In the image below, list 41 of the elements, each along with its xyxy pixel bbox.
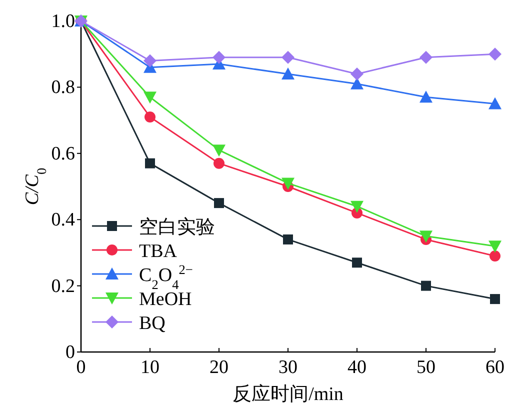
point [420,50,432,64]
legend-label: 空白实验 [139,216,215,238]
point [490,294,500,304]
point [282,50,294,64]
point [214,198,224,208]
y-tick-label: 0.8 [51,77,75,98]
point [352,258,362,268]
point [350,200,364,213]
point [212,144,226,157]
point [421,280,431,291]
y-tick-label: 1.0 [51,11,75,32]
point [488,240,502,253]
point [420,90,432,103]
point [488,97,502,110]
point [283,234,293,244]
point [420,230,432,243]
legend-label: MeOH [139,289,192,310]
point [488,48,502,61]
point [145,158,155,168]
point [144,54,156,68]
point [350,67,364,80]
point [282,178,294,190]
y-tick-label: 0.4 [51,210,76,231]
point [282,67,294,80]
point [144,111,156,122]
x-tick-label: 50 [416,357,436,378]
point [490,250,500,262]
x-axis-title: 反应时间/min [232,383,344,405]
x-tick-label: 40 [348,357,366,378]
y-tick-label: 0 [66,342,75,363]
x-tick-label: 10 [140,357,160,378]
x-tick-label: 30 [278,357,298,378]
legend-label: TBA [139,241,178,262]
y-tick-label: 0.2 [51,276,75,297]
point [214,158,224,169]
legend-label: BQ [139,313,166,334]
y-tick-label: 0.6 [51,143,75,164]
x-tick-label: 20 [210,357,228,378]
point [144,92,156,104]
x-tick-label: 60 [486,357,504,378]
point [212,50,226,64]
